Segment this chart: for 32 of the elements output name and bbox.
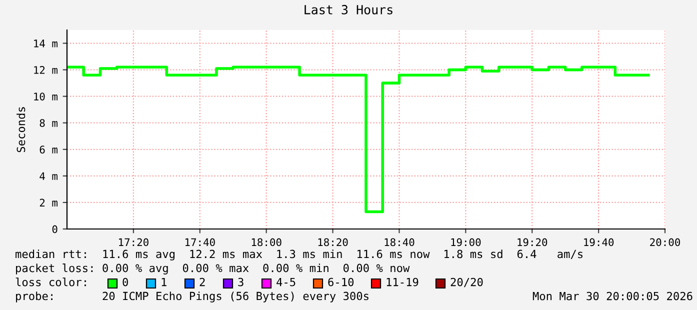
x-tick-label: 18:00	[252, 238, 282, 246]
text: 0	[122, 278, 128, 286]
text: median rtt: 11.6 ms avg 12.2 ms max 1.3 ms min 11.6 ms now 1.8 ms sd 6.4 am/s	[16, 250, 583, 260]
y-tick-label: 2 m	[40, 198, 58, 206]
x-tick-label: 18:40	[384, 238, 414, 246]
text: 11-19	[386, 278, 418, 286]
x-tick-label: 19:00	[451, 238, 481, 246]
text: packet loss: 0.00 % avg 0.00 % max 0.00 % min 0.00 % now	[16, 264, 410, 274]
text: 4-5	[276, 278, 296, 286]
y-axis-title: Seconds	[16, 107, 26, 152]
text: 20/20	[450, 278, 483, 288]
text: 6-10	[328, 278, 354, 286]
y-tick-label: 14 m	[34, 40, 58, 48]
y-tick-label: 6 m	[40, 146, 58, 154]
chart-title: Last 3 Hours	[304, 4, 392, 14]
x-tick-label: 18:20	[318, 238, 348, 246]
x-tick-label: 20:00	[650, 238, 680, 246]
text: 3	[238, 278, 244, 286]
y-tick-label: 0	[52, 225, 58, 234]
text: loss color:	[16, 278, 86, 286]
y-tick-label: 10 m	[34, 92, 58, 100]
text: Mon Mar 30 20:00:05 2026	[532, 292, 692, 300]
y-tick-label: 8 m	[40, 119, 58, 127]
x-tick-label: 19:20	[518, 238, 548, 246]
y-tick-label: 4 m	[40, 172, 58, 180]
y-tick-label: 12 m	[34, 66, 58, 74]
x-tick-label: 17:40	[185, 238, 215, 246]
text: probe: 20 ICMP Echo Pings (56 Bytes) every 300s	[16, 292, 368, 302]
text: 1	[162, 278, 166, 286]
x-tick-label: 17:20	[119, 238, 148, 246]
x-tick-label: 19:40	[584, 238, 614, 246]
text: 2	[200, 278, 205, 286]
